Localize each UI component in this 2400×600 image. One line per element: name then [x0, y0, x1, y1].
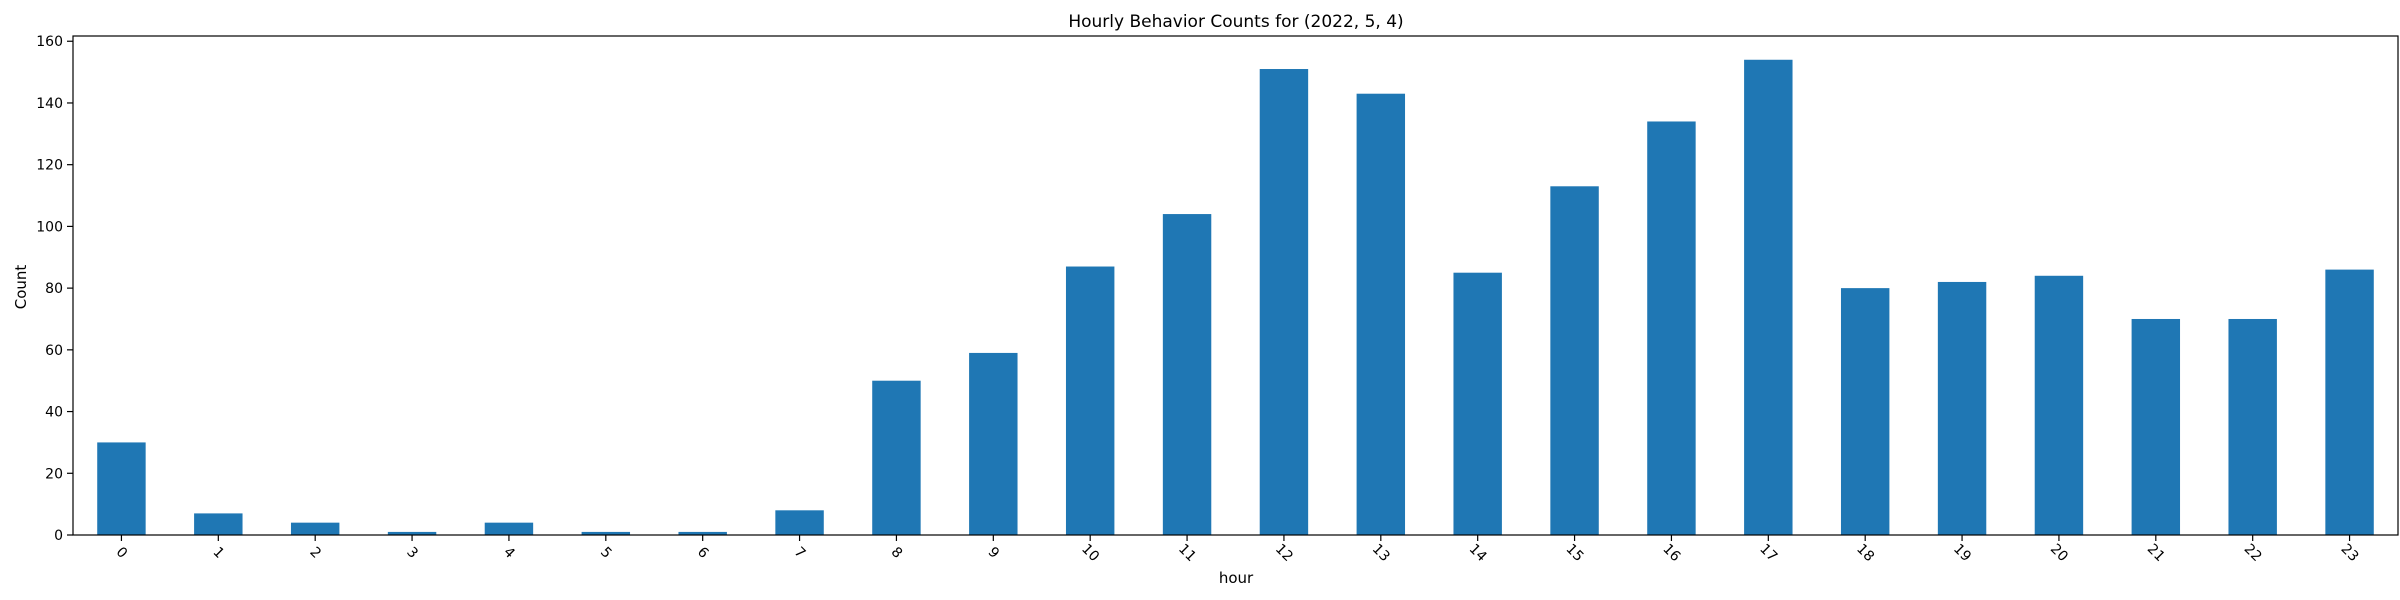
bar-17: [1744, 59, 1793, 536]
y-axis: 0 20 40 60 80 100 120 140 160: [36, 34, 73, 544]
x-tick-label: 8: [888, 544, 906, 562]
y-tick-label: 80: [45, 281, 63, 297]
x-tick-label: 18: [1853, 541, 1877, 565]
x-tick-label: 19: [1950, 541, 1974, 565]
y-tick-label: 40: [45, 405, 63, 421]
bar-12: [1259, 69, 1309, 536]
axes-frame: [72, 35, 2399, 536]
bar-11: [1162, 214, 1212, 535]
x-tick-label: 17: [1756, 541, 1780, 565]
bars: [97, 59, 2374, 536]
y-tick-label: 60: [45, 343, 63, 359]
bar-2: [290, 522, 340, 535]
bar-5: [581, 531, 631, 535]
x-tick-label: 7: [791, 544, 809, 562]
y-tick-label: 120: [36, 158, 63, 174]
bar-21: [2131, 318, 2181, 535]
bar-8: [872, 380, 921, 535]
x-tick-label: 10: [1078, 541, 1102, 565]
x-tick-label: 23: [2338, 541, 2362, 565]
x-tick-label: 16: [1659, 541, 1683, 565]
y-tick-label: 140: [36, 96, 63, 112]
bar-7: [775, 510, 824, 535]
bar-19: [1937, 281, 1987, 535]
x-tick-label: 4: [500, 544, 518, 562]
bar-9: [969, 352, 1018, 535]
x-axis: 0 1 2 3 4 5 6 7 8 9 10 11 12 13 14 15 16 17 18 19 20 21 22 23: [113, 535, 2362, 565]
y-tick-label: 20: [45, 466, 63, 482]
x-tick-label: 20: [2047, 541, 2071, 565]
bar-13: [1356, 93, 1406, 535]
axes-spines: [72, 35, 2399, 536]
bar-4: [484, 522, 534, 535]
bar-3: [387, 531, 437, 535]
bar-15: [1550, 186, 1599, 536]
x-tick-label: 22: [2241, 541, 2265, 565]
x-tick-label: 13: [1369, 541, 1393, 565]
bar-22: [2228, 318, 2277, 535]
y-axis-label: Count: [12, 265, 30, 310]
bar-23: [2325, 269, 2374, 535]
y-tick-label: 100: [36, 219, 63, 235]
bar-0: [97, 442, 146, 535]
y-tick-label: 0: [54, 528, 63, 544]
x-tick-label: 0: [113, 544, 131, 562]
bar-1: [194, 513, 243, 535]
bar-14: [1453, 272, 1502, 535]
chart-title: Hourly Behavior Counts for (2022, 5, 4): [1068, 12, 1403, 32]
x-tick-label: 21: [2144, 541, 2168, 565]
bar-18: [1840, 288, 1890, 535]
x-tick-label: 14: [1466, 541, 1490, 565]
x-tick-label: 3: [403, 544, 421, 562]
x-axis-label: hour: [1219, 569, 1254, 587]
bar-16: [1647, 121, 1696, 535]
bar-10: [1065, 266, 1115, 535]
x-tick-label: 1: [210, 544, 228, 562]
bar-20: [2034, 275, 2084, 535]
x-tick-label: 2: [306, 544, 324, 562]
x-tick-label: 9: [985, 544, 1003, 562]
x-tick-label: 5: [597, 544, 615, 562]
x-tick-label: 11: [1175, 541, 1199, 565]
bar-6: [678, 531, 727, 535]
x-tick-label: 6: [694, 544, 712, 562]
x-tick-label: 12: [1272, 541, 1296, 565]
x-tick-label: 15: [1563, 541, 1587, 565]
y-tick-label: 160: [36, 34, 63, 50]
